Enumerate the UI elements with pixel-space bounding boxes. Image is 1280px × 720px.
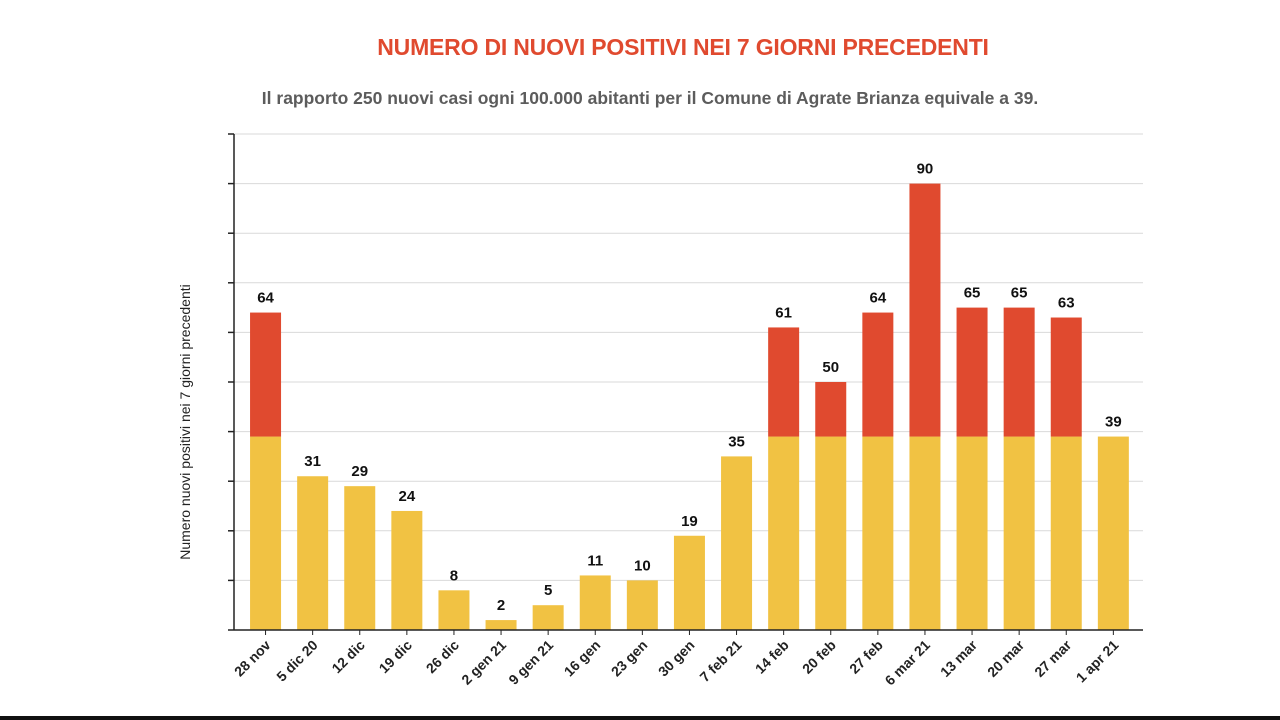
bar-segment-below-threshold xyxy=(391,510,423,630)
bar-segment-below-threshold xyxy=(721,456,753,630)
bar-value-label: 29 xyxy=(351,463,368,480)
bar-value-label: 63 xyxy=(1058,295,1075,312)
bar-value-label: 65 xyxy=(964,285,981,302)
x-tick-label: 20 feb xyxy=(799,637,839,677)
bar-segment-above-threshold xyxy=(768,327,800,437)
chart-title: NUMERO DI NUOVI POSITIVI NEI 7 GIORNI PR… xyxy=(377,34,989,60)
bar-segment-below-threshold xyxy=(250,436,282,630)
bar-value-label: 39 xyxy=(1105,414,1122,431)
bar-segment-below-threshold xyxy=(297,476,329,630)
bar-value-label: 64 xyxy=(257,290,274,307)
bar-segment-below-threshold xyxy=(956,436,988,630)
bar-value-label: 19 xyxy=(681,513,698,530)
x-tick-label: 12 dic xyxy=(328,637,368,677)
bar-segment-below-threshold xyxy=(1050,436,1082,630)
bar-segment-below-threshold xyxy=(1097,436,1129,630)
x-tick-label: 5 dic 20 xyxy=(273,637,321,685)
bar-segment-below-threshold xyxy=(626,580,658,630)
bar-segment-below-threshold xyxy=(579,575,611,630)
x-tick-label: 30 gen xyxy=(655,637,698,680)
bar-value-label: 90 xyxy=(917,161,934,178)
y-axis-label: Numero nuovi positivi nei 7 giorni prece… xyxy=(177,284,193,559)
x-tick-label: 28 nov xyxy=(231,637,274,680)
bar-segment-above-threshold xyxy=(862,312,894,437)
x-tick-label: 1 apr 21 xyxy=(1073,637,1122,686)
bar-segment-above-threshold xyxy=(1003,307,1035,437)
bar-value-label: 64 xyxy=(870,290,887,307)
bar-segment-above-threshold xyxy=(909,183,941,437)
bar-value-label: 2 xyxy=(497,597,505,614)
bar-segment-below-threshold xyxy=(815,436,847,630)
bottom-border xyxy=(0,716,1280,720)
x-tick-label: 27 mar xyxy=(1031,636,1075,680)
bar-segment-above-threshold xyxy=(815,382,847,437)
bar-segment-below-threshold xyxy=(862,436,894,630)
bar-segment-below-threshold xyxy=(768,436,800,630)
bar-segment-below-threshold xyxy=(438,590,470,630)
x-tick-label: 6 mar 21 xyxy=(882,637,934,689)
bar-value-label: 10 xyxy=(634,557,651,574)
bar-value-label: 24 xyxy=(399,488,416,505)
x-tick-label: 7 feb 21 xyxy=(696,637,744,685)
bar-value-label: 31 xyxy=(304,453,321,470)
bar-segment-above-threshold xyxy=(1050,317,1082,437)
x-tick-label: 13 mar xyxy=(937,636,981,680)
bar-segment-above-threshold xyxy=(250,312,282,437)
x-tick-label: 19 dic xyxy=(376,637,416,677)
x-tick-label: 2 gen 21 xyxy=(458,637,509,688)
chart-subtitle: Il rapporto 250 nuovi casi ogni 100.000 … xyxy=(261,88,1039,108)
bar-value-label: 8 xyxy=(450,567,458,584)
bar-value-label: 50 xyxy=(822,359,839,376)
x-tick-label: 27 feb xyxy=(846,637,886,677)
x-tick-label: 23 gen xyxy=(608,637,651,680)
x-tick-label: 9 gen 21 xyxy=(505,637,556,688)
bar-segment-above-threshold xyxy=(956,307,988,437)
bar-segment-below-threshold xyxy=(485,620,517,630)
axes xyxy=(228,133,1143,635)
bars xyxy=(250,183,1129,630)
bar-value-label: 61 xyxy=(775,304,792,321)
bar-value-label: 11 xyxy=(587,552,603,569)
x-tick-label: 26 dic xyxy=(423,637,463,677)
x-tick-label: 16 gen xyxy=(561,637,604,680)
bar-value-label: 35 xyxy=(728,433,745,450)
bar-segment-below-threshold xyxy=(909,436,941,630)
x-tick-label: 20 mar xyxy=(984,636,1028,680)
bar-segment-below-threshold xyxy=(344,486,376,630)
bar-segment-below-threshold xyxy=(673,535,705,630)
bar-value-label: 5 xyxy=(544,582,552,599)
bar-segment-below-threshold xyxy=(1003,436,1035,630)
bar-segment-below-threshold xyxy=(532,605,564,630)
x-tick-label: 14 feb xyxy=(752,637,792,677)
bar-value-label: 65 xyxy=(1011,285,1028,302)
